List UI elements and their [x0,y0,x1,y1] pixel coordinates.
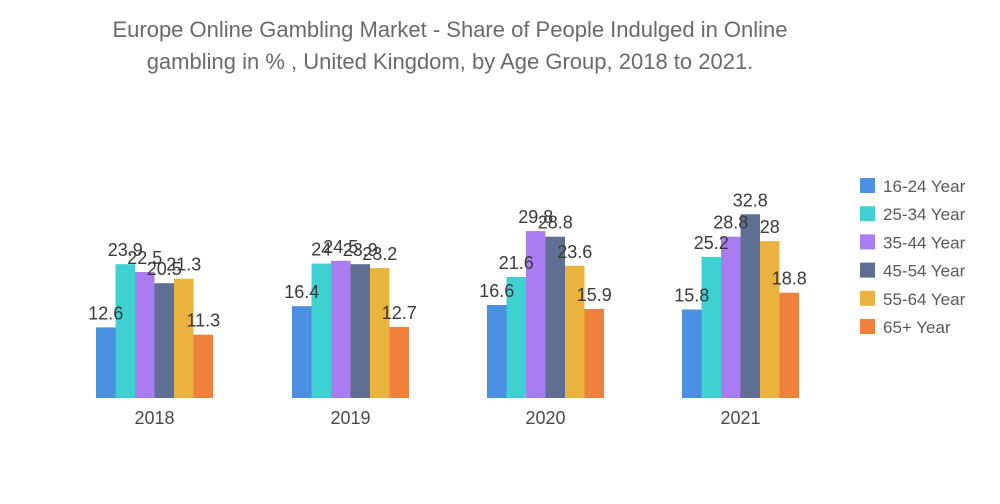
x-tick-2018: 2018 [134,408,174,428]
data-label-2020-0: 16.6 [479,281,514,301]
bar-2019-35-44-year [331,260,351,398]
bar-2019-25-34-year [311,263,331,398]
data-labels-group: 12.623.922.520.521.311.316.42424.523.923… [88,190,807,330]
legend-label-3: 45-54 Year [883,262,966,281]
data-label-2021-2: 28.8 [713,213,748,233]
bar-2021-65-year [779,292,799,398]
bar-2018-35-44-year [135,272,155,398]
bar-2018-25-34-year [115,264,135,398]
data-label-2021-1: 25.2 [694,233,729,253]
bar-2021-25-34-year [701,256,721,398]
bar-2018-65-year [193,334,213,398]
x-tick-2019: 2019 [330,408,370,428]
data-label-2018-3: 20.5 [147,259,182,279]
bar-2020-35-44-year [526,231,546,398]
data-label-2021-4: 28 [760,217,780,237]
data-label-2020-5: 15.9 [577,285,612,305]
data-label-2020-4: 23.6 [557,242,592,262]
data-label-2021-3: 32.8 [733,190,768,210]
bar-2019-55-64-year [370,268,390,398]
data-label-2020-2: 29.8 [518,207,553,227]
data-label-2018-4: 21.3 [166,255,201,275]
bar-2018-16-24-year [96,327,116,398]
data-label-2020-1: 21.6 [499,253,534,273]
bar-2019-45-54-year [350,264,370,398]
bar-2021-55-64-year [760,241,780,398]
data-label-2019-5: 12.7 [382,303,417,323]
bar-2018-55-64-year [174,278,194,398]
data-label-2019-1: 24 [311,240,331,260]
data-label-2019-4: 23.2 [362,244,397,264]
bar-2021-16-24-year [682,309,702,398]
bar-2019-65-year [389,326,409,398]
data-label-2021-5: 18.8 [772,269,807,289]
x-axis-ticks: 2018 2019 2020 2021 [134,408,760,428]
bar-2020-25-34-year [506,277,526,398]
legend-swatch-0 [860,178,875,193]
bar-2021-35-44-year [721,236,741,398]
chart-title-line-1: Europe Online Gambling Market - Share of… [112,17,788,42]
bar-2019-16-24-year [292,306,312,398]
bar-2020-16-24-year [487,305,507,398]
data-label-2020-3: 28.8 [538,213,573,233]
legend-label-4: 55-64 Year [883,290,966,309]
data-label-2018-1: 23.9 [108,240,143,260]
bar-2018-45-54-year [154,283,174,398]
legend-label-5: 65+ Year [883,318,951,337]
chart-title: Europe Online Gambling Market - Share of… [40,14,860,78]
bar-2020-65-year [584,309,604,398]
chart-title-line-2: gambling in % , United Kingdom, by Age G… [146,49,754,74]
data-label-2019-0: 16.4 [284,282,319,302]
bar-2020-55-64-year [565,265,585,398]
data-label-2018-0: 12.6 [88,303,123,323]
x-tick-2020: 2020 [525,408,565,428]
data-label-2019-2: 24.5 [323,237,358,257]
legend-label-0: 16-24 Year [883,177,966,196]
data-label-2019-3: 23.9 [343,240,378,260]
legend-swatch-3 [860,262,875,278]
legend-swatch-1 [860,206,875,222]
legend-label-1: 25-34 Year [883,205,966,224]
data-label-2018-5: 11.3 [186,311,220,331]
bar-2021-45-54-year [740,214,760,398]
data-label-2021-0: 15.8 [674,286,709,306]
bars-group [96,214,799,398]
legend-swatch-4 [860,290,875,306]
bar-2020-45-54-year [545,236,565,398]
x-tick-2021: 2021 [720,408,760,428]
legend-label-2: 35-44 Year [883,233,966,252]
data-label-2018-2: 22.5 [127,248,162,268]
legend-swatch-5 [860,319,875,334]
legend-swatch-2 [860,234,875,250]
legend: 16-24 Year 25-34 Year 35-44 Year 45-54 Year… [860,177,966,337]
